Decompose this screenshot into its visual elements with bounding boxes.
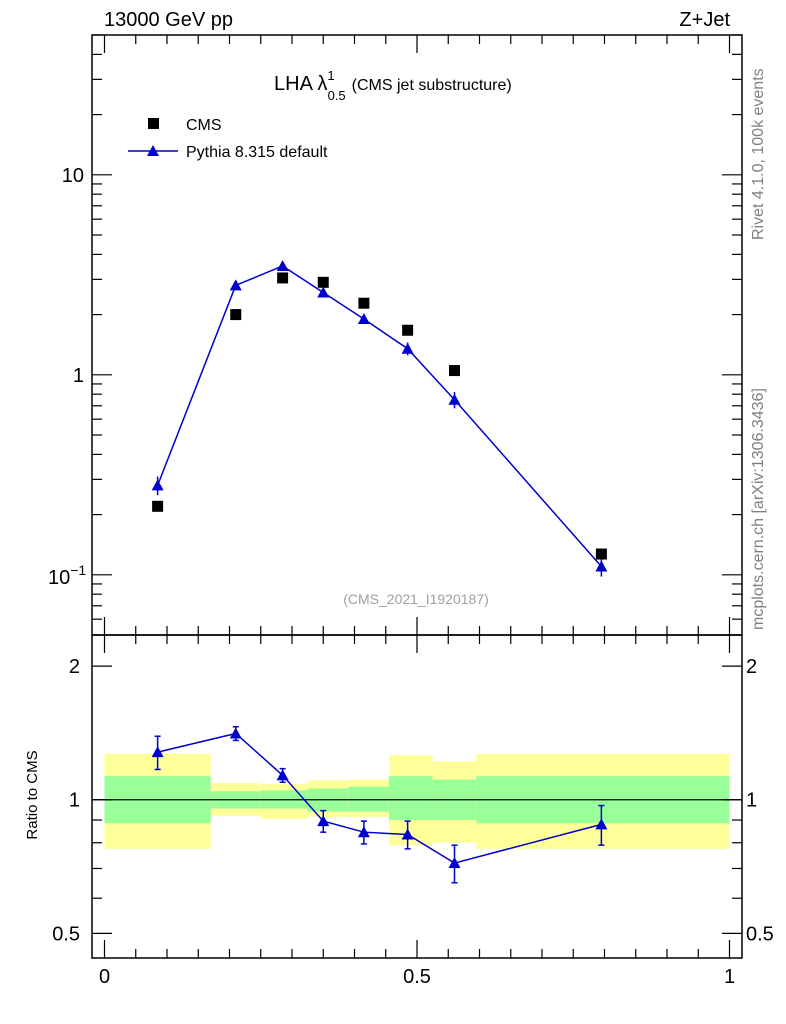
main-y-tick-label-1: 1 — [73, 365, 84, 387]
ratio-y-tick-label-left-0: 2 — [69, 656, 80, 678]
ratio-point — [151, 746, 164, 758]
header-right-label: Z+Jet — [679, 9, 730, 31]
legend-pythia-marker — [147, 145, 159, 156]
pythia-point — [357, 313, 370, 325]
pythia-point — [276, 259, 289, 271]
x-tick-label-1: 0.5 — [403, 966, 431, 988]
cms-point — [358, 297, 370, 309]
plot-title: LHA λ1 0.5(CMS jet substructure) — [274, 68, 512, 103]
ratio-y-tick-label-right-1: 1 — [746, 790, 757, 812]
main-series — [151, 259, 608, 577]
cms-point — [152, 500, 164, 512]
x-tick-label-2: 1 — [724, 966, 735, 988]
ratio-series — [151, 726, 608, 884]
cms-point — [277, 272, 289, 284]
ratio-uncertainty-bands — [104, 753, 730, 849]
x-tick-label-0: 0 — [99, 966, 110, 988]
ratio-point — [401, 828, 414, 840]
axis-ticks — [92, 34, 742, 958]
ratio-point — [229, 727, 242, 739]
header-left-label: 13000 GeV pp — [104, 9, 233, 31]
ratio-y-tick-label-right-0: 2 — [746, 656, 757, 678]
ratio-point — [357, 826, 370, 838]
ratio-y-tick-label-right-2: 0.5 — [746, 923, 774, 945]
ratio-y-tick-label-left-2: 0.5 — [52, 923, 80, 945]
ratio-y-tick-label-left-1: 1 — [69, 790, 80, 812]
analysis-id-label: (CMS_2021_I1920187) — [343, 591, 489, 607]
ratio-band-inner-5 — [388, 776, 433, 821]
main-y-tick-label-0p1: 10−1 — [48, 562, 86, 589]
cms-point — [402, 324, 414, 336]
cms-point — [595, 548, 607, 560]
ratio-point — [448, 857, 461, 869]
legend: CMS Pythia 8.315 default — [128, 117, 328, 161]
mcplots-label: mcplots.cern.ch [arXiv:1306.3436] — [750, 388, 767, 630]
rivet-version-label: Rivet 4.1.0, 100k events — [750, 68, 767, 240]
legend-cms-marker — [148, 118, 159, 129]
main-y-tick-label-exponent: −1 — [70, 562, 86, 578]
cms-point — [317, 276, 329, 288]
ratio-point — [276, 769, 289, 781]
pythia-point — [151, 479, 164, 491]
pythia-point — [448, 393, 461, 405]
legend-pythia-label: Pythia 8.315 default — [186, 144, 328, 161]
pythia-point — [595, 560, 608, 572]
cms-point — [230, 309, 242, 321]
ratio-point — [595, 818, 608, 830]
pythia-point — [401, 342, 414, 354]
pythia-point — [317, 286, 330, 298]
cms-point — [449, 365, 460, 377]
ratio-point — [317, 815, 330, 827]
ratio-y-axis-label: Ratio to CMS — [24, 750, 41, 839]
pythia-point — [229, 279, 242, 291]
main-y-tick-label-10: 10 — [62, 165, 84, 187]
pythia-line — [156, 265, 602, 568]
ratio-line — [157, 732, 602, 864]
legend-cms-label: CMS — [186, 117, 222, 134]
